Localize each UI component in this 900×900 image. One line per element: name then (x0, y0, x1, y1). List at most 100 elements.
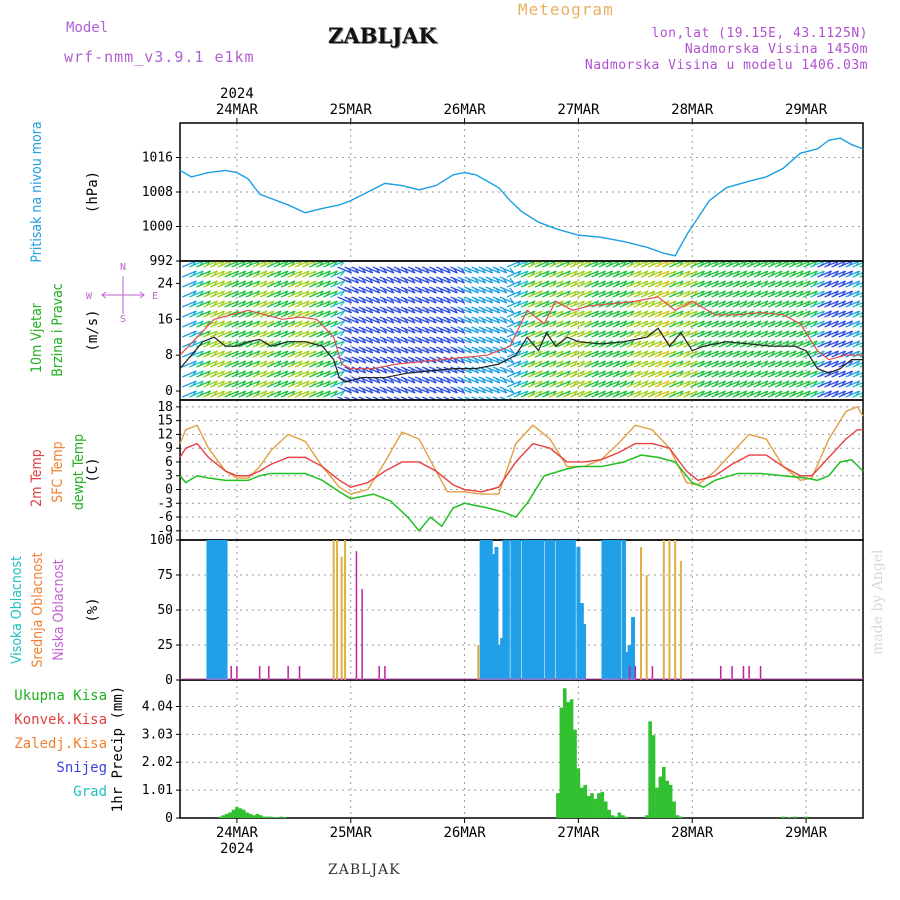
precip-bar (569, 699, 574, 818)
precip-bar (658, 776, 663, 818)
high-cloud-bar (555, 540, 560, 680)
ytick-label-temperature: -3 (157, 496, 173, 511)
page-title: ZABLJAK (328, 23, 437, 48)
model-label: Model (66, 20, 109, 36)
axis-unit-precipitation: 1hr Precip (mm) (110, 686, 126, 812)
mid-cloud-bar (336, 540, 339, 680)
panel-title-cloud-low: Niska Oblacnost (51, 559, 67, 661)
panel-title-cloud-high: Visoka Oblacnost (9, 556, 25, 664)
high-cloud-bar (544, 540, 549, 680)
legend-snijeg: Snijeg (56, 760, 107, 776)
low-cloud-bar (628, 666, 631, 680)
high-cloud-bar (221, 540, 226, 680)
mid-cloud-bar (332, 540, 335, 680)
high-cloud-bar (479, 540, 484, 680)
panel-title-temp-dewpt: dewpt Temp (71, 434, 87, 510)
mid-cloud-bar (662, 540, 665, 680)
x-date-top: 25MAR (330, 102, 373, 118)
high-cloud-bar (214, 540, 219, 680)
high-cloud-bar (562, 540, 567, 680)
low-cloud-bar (719, 666, 722, 680)
precip-bar (276, 817, 280, 818)
compass-east: E (152, 291, 158, 302)
axis-unit-clouds: (%) (85, 597, 101, 622)
high-cloud-bar (496, 645, 501, 680)
high-cloud-bar (223, 540, 228, 680)
low-cloud-bar (287, 666, 289, 680)
precip-bar (661, 766, 666, 818)
ytick-label-wind: 0 (165, 384, 173, 399)
high-cloud-bar (218, 540, 223, 680)
panel-title-pressure: Pritisak na nivou mora (29, 121, 45, 262)
mid-cloud-bar (679, 561, 682, 680)
precip-bar (265, 816, 270, 818)
high-cloud-bar (582, 624, 587, 680)
high-cloud-bar (216, 540, 221, 680)
high-cloud-bar (601, 540, 606, 680)
ytick-label-precipitation: 3.03 (142, 727, 173, 742)
legend-ukupna-kisa: Ukupna Kisa (14, 688, 107, 704)
grid-pressure (180, 123, 863, 262)
ytick-label-pressure: 992 (150, 254, 173, 269)
low-cloud-bar (355, 551, 358, 680)
panel-frame-precipitation (179, 679, 864, 819)
high-cloud-bar (488, 540, 493, 680)
wind-gust-line (179, 296, 863, 370)
compass-arrows (101, 276, 145, 314)
precip-bar (262, 816, 267, 818)
ytick-label-temperature: 18 (157, 400, 173, 415)
precip-bar (228, 812, 232, 818)
precip-bar (556, 793, 560, 818)
high-cloud-bar (513, 540, 518, 680)
meteogram-title: Meteogram (518, 0, 614, 19)
precip-bar (252, 815, 256, 818)
ytick-label-clouds: 50 (157, 603, 173, 618)
precip-bar (576, 768, 581, 818)
model-altitude: Nadmorska Visina u modelu 1406.03m (584, 58, 868, 73)
panel-title-wind-2: Brzina i Pravac (50, 283, 66, 377)
ytick-label-wind: 8 (165, 348, 173, 363)
x-date-bottom: 26MAR (444, 825, 487, 841)
ytick-label-clouds: 25 (157, 638, 173, 653)
dewpoint-line (179, 454, 864, 532)
ytick-label-pressure: 1016 (142, 151, 173, 166)
model-name: wrf-nmm_v3.9.1 e1km (64, 48, 255, 66)
precip-bar (655, 787, 659, 818)
precip-bar (245, 812, 249, 818)
grid-clouds (180, 539, 863, 681)
high-cloud-bar (521, 540, 526, 680)
legend-zaledj-kisa: Zaledj.Kisa (14, 736, 107, 752)
mid-cloud-bar (674, 540, 677, 680)
high-cloud-bar (571, 540, 576, 680)
precip-bar (672, 801, 676, 818)
low-cloud-bar (748, 666, 750, 680)
high-cloud-bar (568, 540, 573, 680)
location-coordinates: lon,lat (19.15E, 43.1125N) (651, 26, 868, 41)
precip-bar (621, 815, 625, 818)
precip-bar (580, 787, 584, 818)
wind-speed-line (179, 327, 863, 383)
ytick-label-temperature: 12 (157, 427, 173, 442)
wind-barb-field (182, 261, 863, 400)
low-cloud-bar (759, 666, 762, 680)
x-date-top: 24MAR (216, 102, 259, 118)
precip-bar (218, 816, 222, 818)
x-date-bottom: 27MAR (557, 825, 600, 841)
precip-bar (614, 816, 618, 818)
high-cloud-bar (551, 540, 556, 680)
ytick-label-precipitation: 4.04 (142, 699, 173, 714)
x-date-top: 28MAR (671, 102, 714, 118)
ytick-label-temperature: 0 (165, 483, 173, 498)
precip-bar (586, 795, 591, 818)
precip-bar (272, 817, 277, 818)
low-cloud-bar (378, 666, 380, 680)
precip-bar (583, 784, 588, 818)
high-cloud-bar (209, 540, 214, 680)
mid-cloud-bar (340, 556, 343, 680)
x-date-top: 26MAR (444, 102, 487, 118)
precip-bar (804, 816, 808, 818)
high-cloud-bar (539, 540, 544, 680)
high-cloud-bar (536, 540, 541, 680)
high-cloud-bar (576, 547, 581, 680)
